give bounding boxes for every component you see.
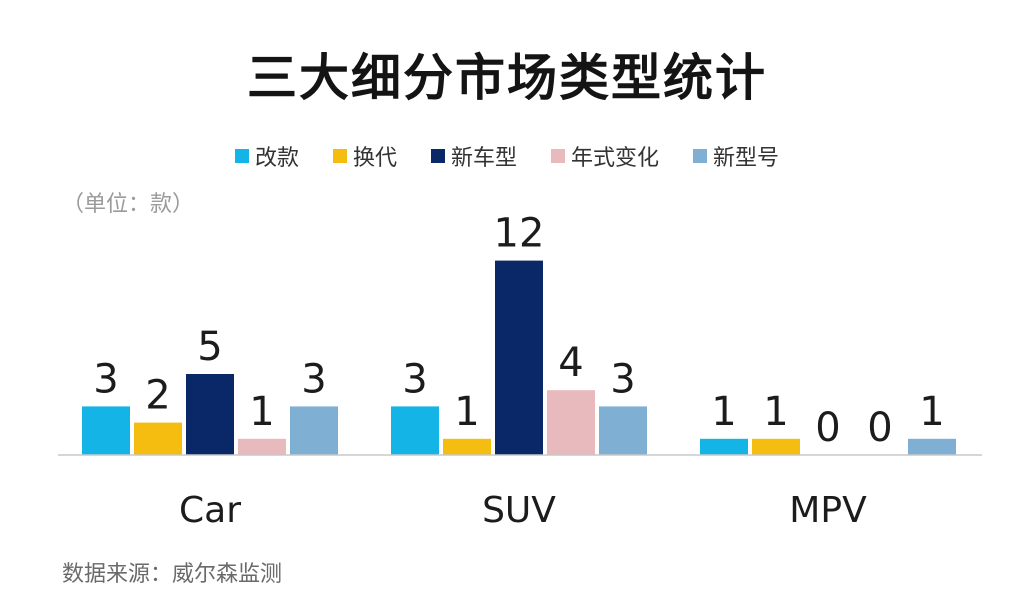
legend-label: 年式变化 — [571, 146, 660, 171]
legend-item: 新型号 — [693, 140, 779, 172]
legend-item: 年式变化 — [551, 140, 659, 172]
legend-label: 新车型 — [450, 146, 517, 171]
bar — [908, 438, 956, 455]
bar — [752, 438, 800, 455]
bar — [238, 438, 286, 455]
data-label: 4 — [558, 340, 583, 386]
data-label: 3 — [610, 356, 635, 402]
legend-label: 新型号 — [713, 146, 780, 171]
bar — [599, 406, 647, 455]
data-label: 3 — [402, 356, 427, 402]
source-note: 数据来源：威尔森监测 — [62, 562, 283, 587]
legend-item: 换代 — [332, 140, 397, 172]
category-label: SUV — [482, 490, 556, 531]
legend-swatch — [430, 149, 445, 163]
legend-swatch — [693, 149, 708, 163]
legend-item: 改款 — [234, 140, 299, 172]
data-label: 12 — [494, 211, 545, 257]
data-label: 3 — [93, 356, 118, 402]
legend-label: 换代 — [352, 146, 397, 171]
bar — [700, 438, 748, 455]
bar — [186, 374, 234, 455]
bar — [547, 390, 595, 455]
bar — [290, 406, 338, 455]
data-label: 0 — [815, 405, 840, 451]
data-label: 0 — [867, 405, 892, 451]
data-label: 1 — [711, 389, 736, 435]
bar — [82, 406, 130, 455]
legend-swatch — [551, 149, 565, 163]
data-label: 3 — [301, 356, 326, 402]
data-label: 1 — [249, 389, 274, 435]
bar — [443, 438, 491, 455]
chart-title: 三大细分市场类型统计 — [247, 49, 767, 107]
data-label: 2 — [145, 373, 170, 419]
bar — [134, 422, 182, 455]
bar — [495, 260, 543, 455]
bars-group — [82, 260, 956, 455]
legend-swatch — [332, 149, 347, 163]
legend-item: 新车型 — [430, 140, 517, 172]
legend-label: 改款 — [254, 146, 299, 171]
category-label: Car — [179, 490, 241, 531]
legend-swatch — [234, 149, 249, 163]
data-label: 1 — [454, 389, 479, 435]
data-label: 1 — [919, 389, 944, 435]
bar — [391, 406, 439, 455]
unit-note: （单位：款） — [62, 192, 195, 217]
data-label: 1 — [763, 389, 788, 435]
data-label: 5 — [197, 324, 222, 370]
legend: 改款 换代 新车型 年式变化 新型号 — [0, 140, 1014, 172]
category-label: MPV — [789, 490, 867, 531]
